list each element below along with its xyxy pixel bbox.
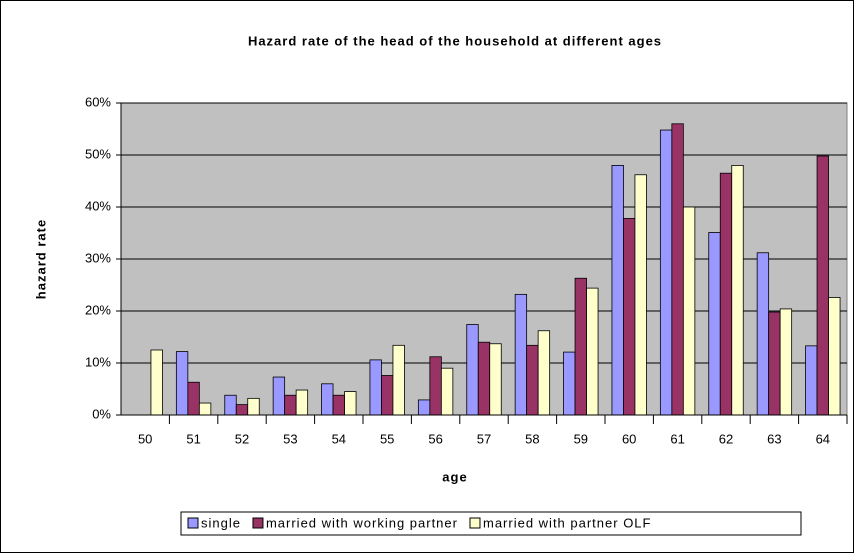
bar xyxy=(369,359,382,416)
legend-box xyxy=(180,511,802,536)
x-tick-label: 64 xyxy=(816,431,830,446)
bar xyxy=(489,343,502,416)
y-tick-label: 60% xyxy=(85,94,111,109)
chart-title: Hazard rate of the head of the household… xyxy=(248,33,662,48)
bar xyxy=(623,218,636,416)
bar xyxy=(417,399,431,416)
bar xyxy=(272,376,286,416)
bar xyxy=(321,383,334,416)
bar xyxy=(708,232,721,416)
bar xyxy=(187,381,200,416)
bar xyxy=(574,277,587,416)
bar xyxy=(671,123,684,416)
x-tick-label: 53 xyxy=(283,431,297,446)
legend-swatch xyxy=(252,517,264,529)
x-tick-label: 55 xyxy=(380,431,394,446)
bar xyxy=(440,367,454,416)
legend-label: married with partner OLF xyxy=(483,515,652,530)
y-tick-label: 50% xyxy=(85,146,111,161)
bar xyxy=(466,324,479,416)
y-axis-label: hazard rate xyxy=(33,219,48,299)
bar xyxy=(816,155,829,416)
bar xyxy=(284,394,297,416)
x-tick-label: 52 xyxy=(235,431,249,446)
bar xyxy=(175,351,189,416)
bar xyxy=(392,344,405,416)
bar xyxy=(150,349,163,416)
x-tick-label: 62 xyxy=(719,431,733,446)
bar xyxy=(682,206,696,416)
bar xyxy=(719,172,733,416)
bar xyxy=(611,164,624,416)
bar xyxy=(768,311,781,416)
x-axis-label: age xyxy=(442,469,467,484)
x-tick-label: 58 xyxy=(525,431,539,446)
bar xyxy=(779,308,793,416)
bar xyxy=(344,391,357,416)
bar xyxy=(828,297,841,416)
y-tick-label: 10% xyxy=(85,354,111,369)
legend-swatch xyxy=(469,517,481,529)
bar xyxy=(247,397,260,416)
bar xyxy=(429,356,442,416)
bar xyxy=(514,293,528,416)
bar xyxy=(537,330,551,416)
x-tick-label: 59 xyxy=(574,431,588,446)
x-tick-label: 61 xyxy=(670,431,684,446)
bar xyxy=(563,351,576,416)
bar xyxy=(381,375,394,416)
x-tick-label: 51 xyxy=(186,431,200,446)
legend-label: single xyxy=(201,515,241,530)
x-tick-label: 63 xyxy=(767,431,781,446)
bar xyxy=(332,394,345,416)
bar xyxy=(731,164,744,416)
bar xyxy=(659,129,673,416)
legend-swatch xyxy=(187,517,199,529)
bar xyxy=(586,287,599,416)
y-tick-label: 0% xyxy=(92,406,111,421)
bar xyxy=(805,345,818,416)
bar xyxy=(477,341,491,416)
bar xyxy=(224,394,237,416)
x-tick-label: 56 xyxy=(428,431,442,446)
y-tick-label: 20% xyxy=(85,302,111,317)
x-tick-label: 60 xyxy=(622,431,636,446)
x-tick-label: 54 xyxy=(332,431,346,446)
bar xyxy=(295,389,309,416)
bar xyxy=(526,344,539,416)
bar xyxy=(634,174,647,416)
bar xyxy=(198,402,212,416)
x-tick-label: 50 xyxy=(138,431,152,446)
y-tick-label: 40% xyxy=(85,198,111,213)
legend-label: married with working partner xyxy=(266,515,458,530)
x-tick-label: 57 xyxy=(477,431,491,446)
bar xyxy=(756,252,770,416)
y-tick-label: 30% xyxy=(85,250,111,265)
bar xyxy=(235,404,249,416)
